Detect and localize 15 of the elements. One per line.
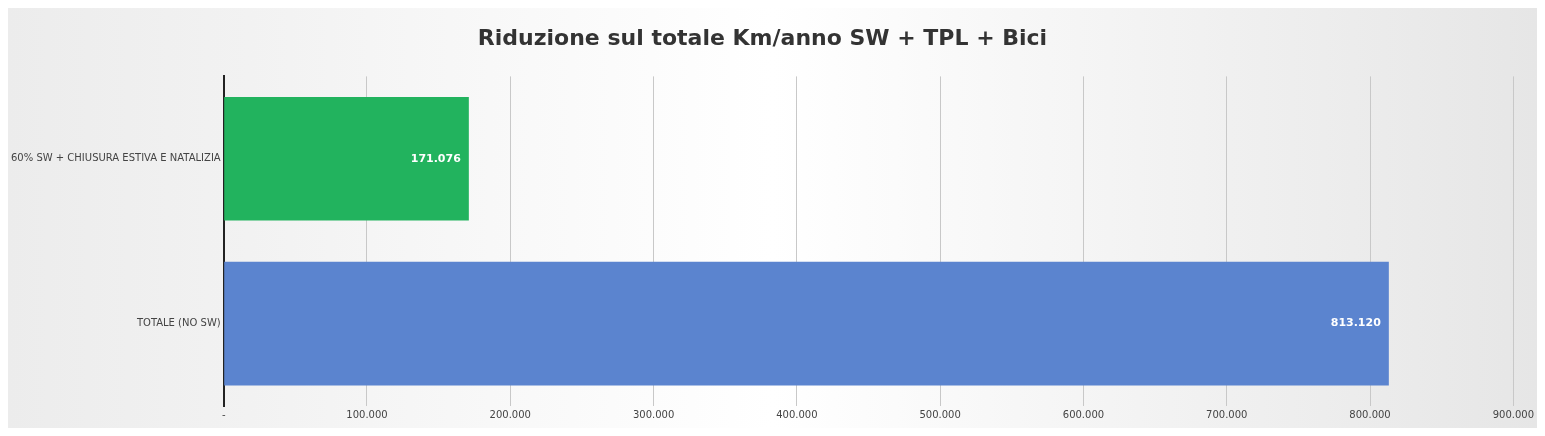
x-tick-label: 100.000 [346,408,388,420]
y-tick-label: 60% SW + CHIUSURA ESTIVA E NATALIZIA [10,152,221,164]
x-tick-label: 900.000 [1492,408,1534,420]
x-tick-label: 400.000 [776,408,818,420]
y-tick-label: TOTALE (NO SW) [135,317,221,329]
x-tick-label: 300.000 [632,408,675,420]
x-tick-label: 600.000 [1062,408,1105,420]
x-tick-label: 700.000 [1206,408,1248,420]
chart-title: Riduzione sul totale Km/anno SW + TPL + Bici [477,24,1048,50]
x-tick-label: 200.000 [489,408,531,420]
x-tick-label: 500.000 [919,408,961,420]
x-tick-label: 800.000 [1349,408,1391,420]
x-tick-label: - [221,408,226,420]
data-label: 171.076 [410,151,462,165]
data-label: 813.120 [1330,316,1382,330]
